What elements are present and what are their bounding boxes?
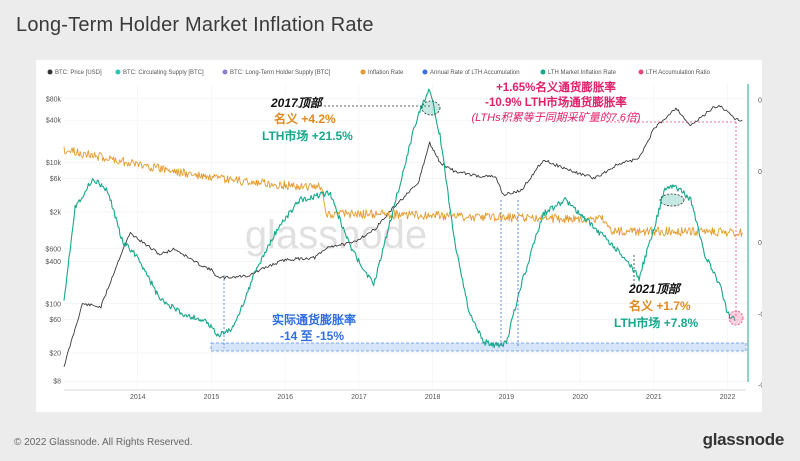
legend-dot-lth-supply — [222, 69, 228, 75]
series-line-lth-market-inflation — [63, 88, 736, 349]
legend-dot-lth-inflation — [540, 69, 546, 75]
x-tick-label: 2018 — [425, 394, 441, 401]
y-left-tick-label: $10k — [46, 160, 62, 167]
y-right-tick-label: -0.2 — [758, 383, 762, 390]
x-tick-label: 2020 — [572, 394, 588, 401]
y-left-tick-label: $20 — [49, 351, 61, 358]
x-axis: 2014 2015 2016 2017 2018 2019 2020 2021 2022 — [64, 389, 746, 401]
annotation-bottom-ratio: (LTHs积累等于同期采矿量的7.6倍) — [471, 111, 640, 124]
annotation-2021-top: 2021顶部 — [628, 282, 682, 296]
y-left-tick-label: $100 — [45, 301, 61, 308]
legend-dot-circulating — [115, 69, 121, 75]
legend-dot-price — [47, 69, 53, 75]
annotation-bottom-lth: -10.9% LTH市场通货膨胀率 — [485, 95, 627, 109]
highlight-markers — [421, 100, 744, 326]
annotation-2021-lth: LTH市场 +7.8% — [614, 315, 698, 330]
y-left-tick-label: $600 — [45, 246, 61, 253]
annotation-bottom-nominal: +1.65%名义通货膨胀率 — [496, 80, 616, 94]
legend-item-circulating[interactable]: BTC: Circulating Supply [BTC] — [123, 70, 204, 76]
legend-item-lth-supply[interactable]: BTC: Long-Term Holder Supply [BTC] — [230, 70, 331, 76]
chart-panel: BTC: Price [USD] BTC: Circulating Supply… — [36, 60, 762, 412]
legend-item-lth-inflation[interactable]: LTH Market Inflation Rate — [548, 70, 617, 76]
annotation-2017-nominal: 名义 +4.2% — [274, 111, 336, 126]
legend-dot-accumulation — [422, 69, 428, 75]
annotation-2021-nominal: 名义 +1.7% — [629, 298, 691, 313]
watermark: glassnode — [245, 213, 427, 257]
brand-logo: glassnode — [702, 430, 785, 449]
marker-2022-low — [728, 310, 744, 326]
x-tick-label: 2017 — [351, 394, 367, 401]
y-left-tick-label: $40k — [46, 118, 62, 125]
y-right-tick-label: -0.1 — [758, 311, 762, 318]
series-line-btc-price — [63, 104, 743, 367]
legend: BTC: Price [USD] BTC: Circulating Supply… — [47, 69, 711, 76]
real-inflation-band — [210, 342, 747, 352]
legend-item-price[interactable]: BTC: Price [USD] — [55, 70, 102, 76]
annotation-real-inflation: 实际通货膨胀率 — [272, 312, 356, 327]
series-layer — [63, 88, 743, 367]
annotation-2017-top: 2017顶部 — [270, 96, 324, 110]
y-axis-left: $80k $40k $10k $6k $2k $600 $400 $100 $60 $20 $8 — [45, 96, 61, 385]
y-left-tick-label: $60 — [49, 317, 61, 324]
legend-item-accumulation-ratio[interactable]: LTH Accumulation Ratio — [646, 70, 711, 76]
y-left-tick-label: $80k — [46, 96, 62, 103]
y-left-tick-label: $8 — [53, 379, 61, 386]
x-tick-label: 2015 — [204, 394, 220, 401]
marker-2017-top — [421, 100, 441, 116]
y-left-tick-label: $2k — [50, 209, 62, 216]
x-tick-label: 2016 — [277, 394, 293, 401]
copyright-footer: © 2022 Glassnode. All Rights Reserved. — [14, 437, 193, 448]
x-tick-label: 2014 — [130, 394, 146, 401]
guide-lines — [223, 105, 737, 348]
annotation-2017-lth: LTH市场 +21.5% — [262, 128, 353, 143]
series-line-inflation-rate — [63, 146, 743, 238]
y-right-tick-label: 0.1 — [758, 169, 762, 176]
y-left-tick-label: $400 — [45, 259, 61, 266]
legend-dot-accumulation-ratio — [638, 69, 644, 75]
legend-item-accumulation[interactable]: Annual Rate of LTH Accumulation — [430, 70, 520, 76]
x-tick-label: 2019 — [499, 394, 515, 401]
legend-item-inflation[interactable]: Inflation Rate — [368, 70, 404, 76]
page-title: Long-Term Holder Market Inflation Rate — [16, 14, 374, 36]
y-axis-right: 0.2 0.1 0 -0.1 -0.2 — [758, 98, 762, 390]
chart: BTC: Price [USD] BTC: Circulating Supply… — [45, 69, 762, 401]
y-right-tick-label: 0.2 — [758, 98, 762, 105]
y-left-tick-label: $6k — [50, 176, 62, 183]
marker-2021-top — [659, 193, 685, 207]
legend-dot-inflation — [360, 69, 366, 75]
x-tick-label: 2022 — [720, 394, 736, 401]
y-right-tick-label: 0 — [758, 240, 762, 247]
grid — [64, 84, 746, 390]
annotations: 2017顶部 名义 +4.2% LTH市场 +21.5% 2021顶部 名义 +… — [262, 80, 698, 343]
annotation-real-inflation-range: -14 至 -15% — [280, 329, 344, 343]
x-tick-label: 2021 — [646, 394, 662, 401]
